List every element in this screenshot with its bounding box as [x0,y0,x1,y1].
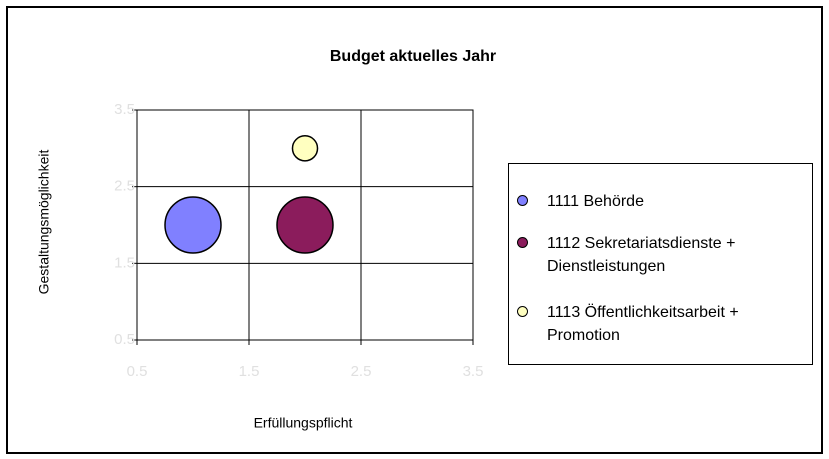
x-tick-label: 0.5 [127,363,148,380]
bubble [291,135,319,162]
x-tick-label: 2.5 [351,363,372,380]
y-tick-label: 2.5 [114,178,135,195]
legend-marker [517,306,528,317]
x-axis-label: Erfüllungspflicht [254,415,353,431]
bubble [276,196,334,254]
legend-label: 1111 Behörde [547,193,644,210]
chart-title: Budget aktuelles Jahr [330,48,496,65]
legend-label: 1113 Öffentlichkeitsarbeit + Promotion [547,304,739,344]
legend-marker [517,237,528,248]
legend-label: 1112 Sekretariatsdienste + Dienstleistun… [547,235,736,275]
legend: 1111 Behörde 1112 Sekretariatsdienste + D… [508,163,813,365]
y-tick-label: 1.5 [114,254,135,271]
bubble [164,196,222,254]
legend-marker [517,195,528,206]
y-axis-label: Gestaltungsmöglichkeit [36,150,52,295]
x-tick-label: 1.5 [239,363,260,380]
x-tick-label: 3.5 [463,363,484,380]
y-tick-label: 0.5 [114,331,135,348]
y-tick-label: 3.5 [114,101,135,118]
